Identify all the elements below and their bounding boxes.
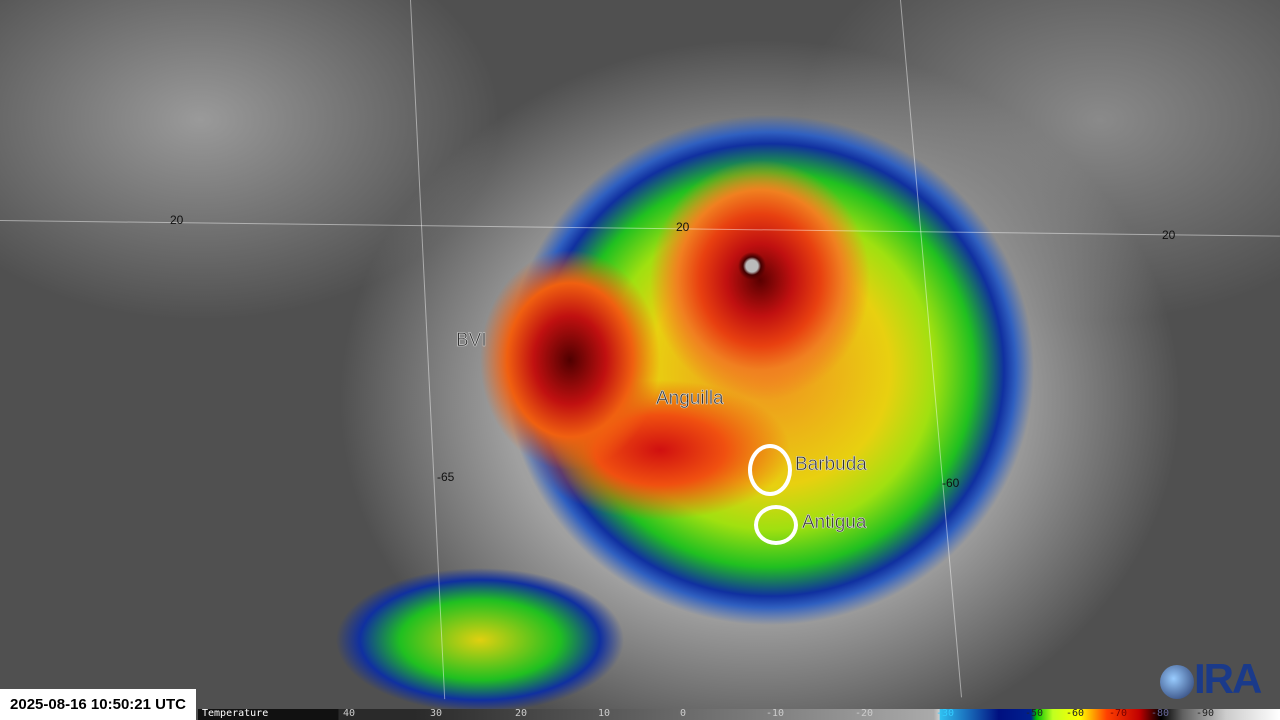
temperature-colorbar: Temperature 40 30 20 10 0 -10 -20 -30 -5… <box>198 708 1280 720</box>
colorbar-tick: -80 <box>1151 708 1170 719</box>
colorbar-tick: 40 <box>343 708 356 719</box>
cira-logo: IRA <box>1160 655 1262 703</box>
place-label-anguilla: Anguilla <box>656 388 724 410</box>
colorbar-tick: -20 <box>855 708 874 719</box>
colorbar-tick: 30 <box>430 708 443 719</box>
colorbar-title: Temperature <box>202 708 269 719</box>
barbuda-outline <box>748 444 792 496</box>
colorbar-tick: -10 <box>766 708 785 719</box>
lat-label: 20 <box>676 220 690 234</box>
lon-label: -60 <box>942 476 960 490</box>
colorbar-tick: 20 <box>515 708 528 719</box>
lon-label: -65 <box>437 470 455 484</box>
lat-label: 20 <box>1162 228 1176 242</box>
place-label-antigua: Antigua <box>802 512 867 534</box>
place-label-barbuda: Barbuda <box>795 454 867 476</box>
place-label-bvi: BVI <box>456 330 487 352</box>
colorbar-tick: -30 <box>936 708 955 719</box>
antigua-outline <box>754 505 798 545</box>
colorbar-tick: -70 <box>1109 708 1128 719</box>
colorbar-tick: -90 <box>1196 708 1215 719</box>
globe-icon <box>1160 664 1194 699</box>
colorbar-tick: 10 <box>598 708 611 719</box>
timestamp: 2025-08-16 10:50:21 UTC <box>0 689 196 720</box>
colorbar-tick: 0 <box>680 708 687 719</box>
lat-label: 20 <box>170 213 184 227</box>
colorbar-tick: -60 <box>1066 708 1085 719</box>
colorbar-tick: -50 <box>1025 708 1044 719</box>
